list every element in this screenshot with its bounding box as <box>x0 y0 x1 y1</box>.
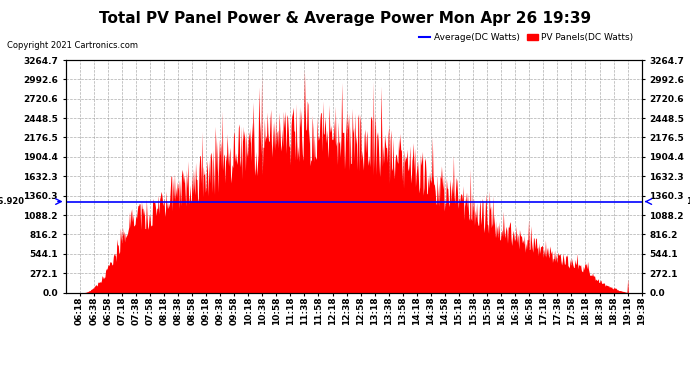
Text: 1276.920: 1276.920 <box>0 197 24 206</box>
Text: 1276.920: 1276.920 <box>686 197 690 206</box>
Legend: Average(DC Watts), PV Panels(DC Watts): Average(DC Watts), PV Panels(DC Watts) <box>416 30 637 46</box>
Text: Copyright 2021 Cartronics.com: Copyright 2021 Cartronics.com <box>7 41 138 50</box>
Text: Total PV Panel Power & Average Power Mon Apr 26 19:39: Total PV Panel Power & Average Power Mon… <box>99 11 591 26</box>
